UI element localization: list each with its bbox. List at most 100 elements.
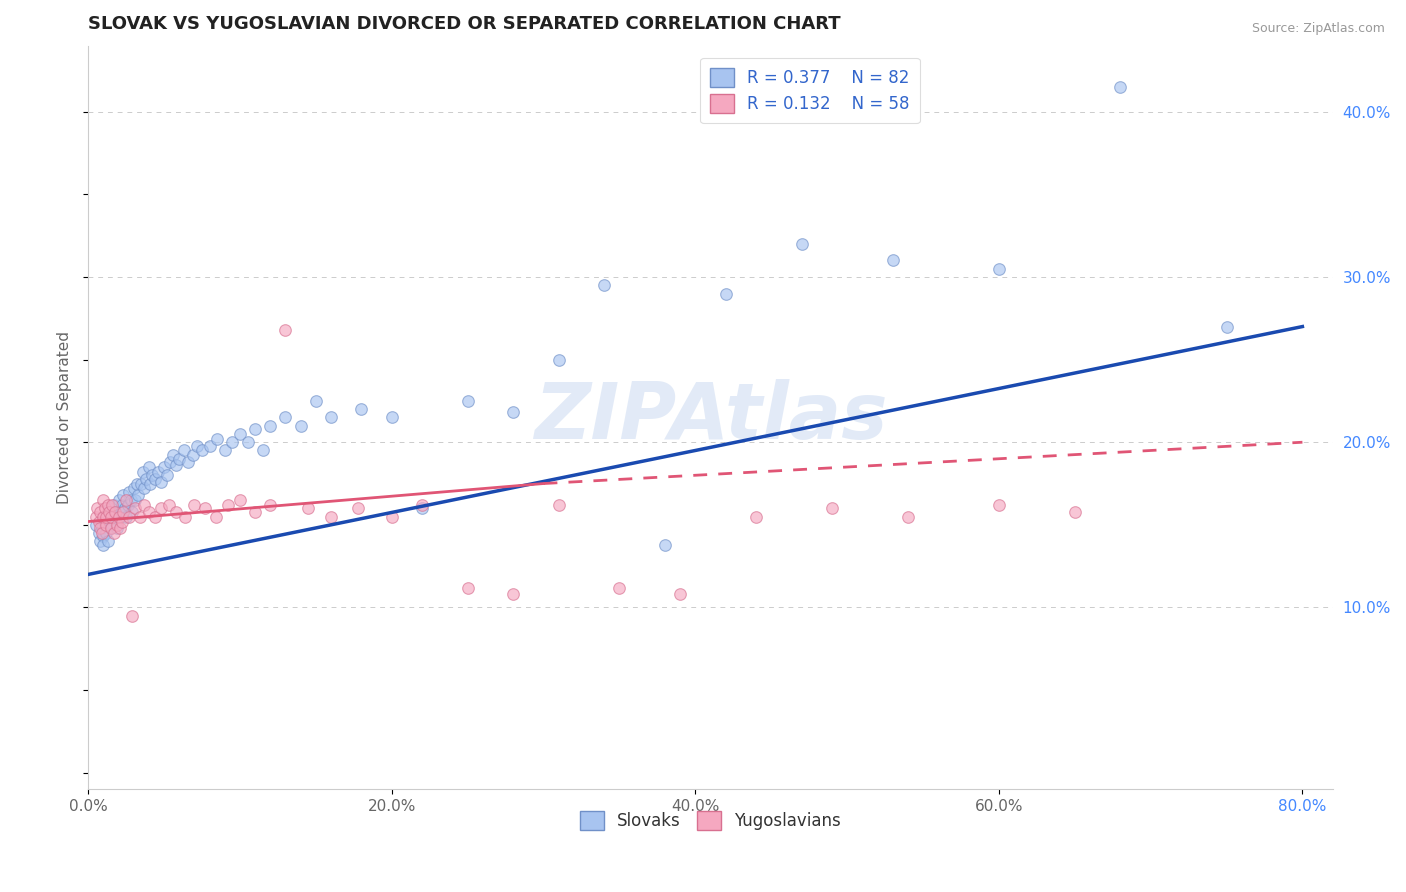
Point bbox=[101, 498, 124, 512]
Point bbox=[94, 501, 117, 516]
Point bbox=[96, 526, 118, 541]
Point bbox=[96, 517, 118, 532]
Point bbox=[236, 435, 259, 450]
Point bbox=[745, 509, 768, 524]
Point bbox=[1215, 319, 1237, 334]
Point bbox=[94, 517, 117, 532]
Point bbox=[121, 505, 143, 519]
Point bbox=[91, 493, 114, 508]
Point bbox=[103, 526, 125, 541]
Point bbox=[121, 608, 143, 623]
Point bbox=[157, 498, 180, 512]
Point bbox=[198, 438, 221, 452]
Point bbox=[139, 476, 162, 491]
Point bbox=[669, 587, 692, 601]
Point bbox=[882, 253, 904, 268]
Point bbox=[214, 443, 236, 458]
Point bbox=[243, 505, 266, 519]
Point bbox=[150, 501, 173, 516]
Point bbox=[105, 521, 128, 535]
Point bbox=[174, 509, 197, 524]
Point bbox=[457, 581, 479, 595]
Point bbox=[183, 498, 205, 512]
Point bbox=[107, 509, 129, 524]
Point bbox=[150, 475, 173, 489]
Point bbox=[305, 393, 328, 408]
Point bbox=[1109, 80, 1132, 95]
Point bbox=[194, 501, 217, 516]
Point bbox=[165, 458, 187, 473]
Point bbox=[107, 493, 129, 508]
Point bbox=[96, 509, 118, 524]
Point bbox=[86, 501, 108, 516]
Point bbox=[87, 526, 110, 541]
Point bbox=[90, 521, 112, 535]
Text: ZIPAtlas: ZIPAtlas bbox=[534, 379, 887, 456]
Point bbox=[103, 498, 125, 512]
Point bbox=[135, 472, 157, 486]
Point bbox=[177, 455, 200, 469]
Point bbox=[381, 509, 404, 524]
Point bbox=[101, 509, 124, 524]
Point bbox=[127, 488, 149, 502]
Point bbox=[547, 498, 569, 512]
Point bbox=[259, 498, 281, 512]
Point bbox=[156, 468, 179, 483]
Y-axis label: Divorced or Separated: Divorced or Separated bbox=[58, 331, 72, 504]
Point bbox=[138, 505, 160, 519]
Point bbox=[217, 498, 239, 512]
Point bbox=[350, 402, 373, 417]
Point bbox=[97, 498, 120, 512]
Point bbox=[97, 534, 120, 549]
Point bbox=[112, 505, 135, 519]
Point bbox=[186, 438, 208, 452]
Point bbox=[108, 509, 131, 524]
Point bbox=[124, 493, 146, 508]
Point bbox=[159, 455, 181, 469]
Point bbox=[143, 472, 166, 486]
Point bbox=[90, 526, 112, 541]
Point bbox=[181, 449, 204, 463]
Point bbox=[347, 501, 370, 516]
Point bbox=[115, 509, 138, 524]
Point bbox=[165, 505, 187, 519]
Point bbox=[138, 460, 160, 475]
Point bbox=[110, 515, 132, 529]
Point bbox=[110, 505, 132, 519]
Point bbox=[821, 501, 844, 516]
Point bbox=[91, 509, 114, 524]
Point bbox=[100, 509, 122, 524]
Point bbox=[118, 484, 141, 499]
Point bbox=[987, 261, 1010, 276]
Point bbox=[117, 498, 139, 512]
Point bbox=[221, 435, 243, 450]
Point bbox=[502, 587, 524, 601]
Point bbox=[1063, 505, 1085, 519]
Point bbox=[153, 460, 176, 475]
Point bbox=[87, 515, 110, 529]
Point bbox=[118, 509, 141, 524]
Point bbox=[205, 432, 228, 446]
Point bbox=[98, 501, 121, 516]
Point bbox=[319, 410, 342, 425]
Point bbox=[411, 501, 433, 516]
Point bbox=[89, 534, 111, 549]
Point bbox=[104, 515, 127, 529]
Text: Source: ZipAtlas.com: Source: ZipAtlas.com bbox=[1251, 22, 1385, 36]
Point bbox=[91, 538, 114, 552]
Point bbox=[274, 323, 297, 337]
Point bbox=[125, 476, 148, 491]
Point bbox=[134, 498, 156, 512]
Point bbox=[252, 443, 274, 458]
Point bbox=[609, 581, 631, 595]
Point bbox=[593, 278, 616, 293]
Point bbox=[297, 501, 319, 516]
Point bbox=[502, 405, 524, 419]
Legend: Slovaks, Yugoslavians: Slovaks, Yugoslavians bbox=[574, 804, 848, 837]
Point bbox=[100, 509, 122, 524]
Point bbox=[173, 443, 195, 458]
Point bbox=[128, 509, 150, 524]
Point bbox=[120, 493, 142, 508]
Point bbox=[146, 465, 169, 479]
Point bbox=[124, 501, 146, 516]
